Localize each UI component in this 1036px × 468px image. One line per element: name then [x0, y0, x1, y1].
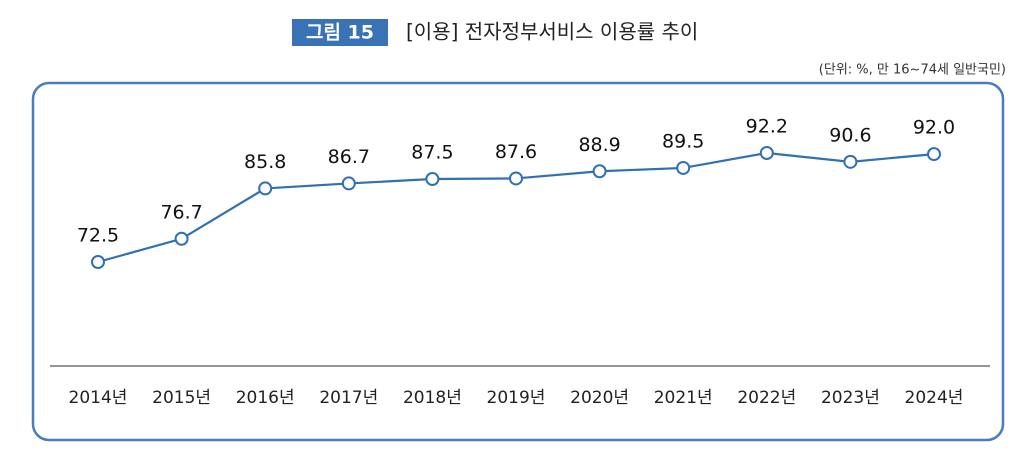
x-tick-label: 2017년: [319, 388, 378, 408]
marker: [509, 171, 523, 186]
x-tick-label: 2023년: [821, 388, 880, 408]
x-tick-label: 2018년: [403, 388, 462, 408]
value-label: 85.8: [244, 151, 286, 173]
marker: [759, 146, 774, 160]
marker: [927, 147, 941, 162]
value-label: 92.2: [746, 116, 788, 138]
marker: [676, 160, 691, 175]
value-label: 86.7: [328, 146, 370, 168]
marker: [341, 176, 356, 191]
x-tick-label: 2016년: [236, 388, 295, 408]
marker: [592, 164, 607, 179]
value-label: 72.5: [77, 225, 119, 247]
chart-title: [이용] 전자정부서비스 이용률 추이: [406, 20, 698, 44]
x-tick-label: 2019년: [487, 388, 546, 408]
x-tick-label: 2015년: [152, 388, 211, 408]
value-label: 87.6: [495, 141, 537, 163]
chart-subtitle: (단위: %, 만 16~74세 일반국민): [819, 63, 1006, 78]
figure-badge: [292, 19, 388, 46]
value-label: 90.6: [829, 124, 871, 146]
x-tick-label: 2021년: [654, 388, 713, 408]
x-tick-label: 2022년: [737, 388, 796, 408]
chart-frame: [31, 81, 1005, 442]
marker: [258, 181, 273, 196]
value-label: 92.0: [913, 117, 955, 139]
value-label: 76.7: [160, 201, 202, 223]
x-tick-label: 2020년: [570, 388, 629, 408]
marker: [425, 172, 440, 187]
marker: [91, 255, 105, 269]
value-label: 89.5: [662, 130, 704, 152]
marker: [174, 231, 189, 246]
value-label: 87.5: [411, 142, 453, 164]
value-label: 88.9: [578, 134, 620, 156]
line: [97, 151, 935, 264]
x-tick-label: 2024년: [905, 388, 964, 408]
x-tick-label: 2014년: [69, 388, 128, 408]
figure-label: 그림 15: [306, 22, 374, 44]
marker: [843, 154, 858, 169]
